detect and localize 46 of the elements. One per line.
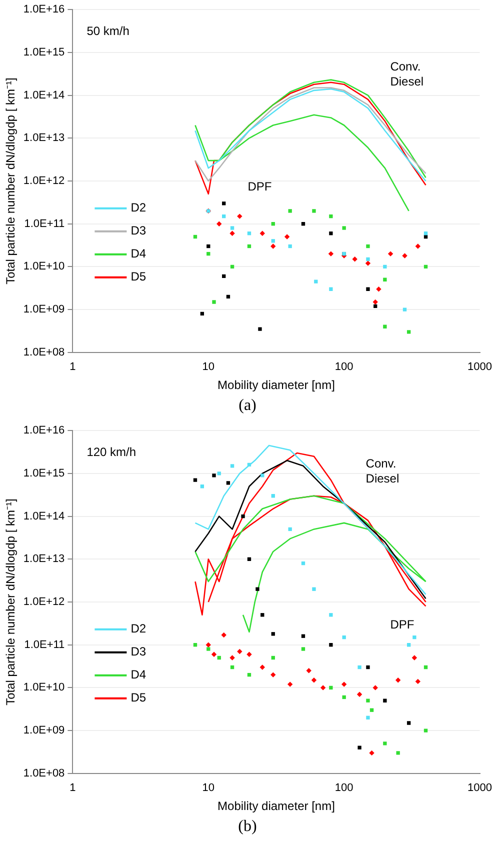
y-tick-label: 1.0E+16 <box>23 4 65 16</box>
y-tick-label: 1.0E+13 <box>23 553 65 566</box>
text: (a) <box>238 396 258 416</box>
x-axis-title: Mobility diameter [nm] <box>218 799 335 814</box>
annotation: DPF <box>248 179 272 194</box>
y-tick-label: 1.0E+13 <box>23 132 65 144</box>
x-axis-title: Mobility diameter [nm] <box>218 378 335 392</box>
y-tick-label: 1.0E+08 <box>23 767 65 780</box>
y-tick-label: 1.0E+14 <box>23 510 65 522</box>
text: (b) <box>237 817 258 837</box>
legend-label: D5 <box>130 690 146 705</box>
annotation: Conv. Diesel <box>366 456 400 486</box>
legend-label: D3 <box>130 644 146 659</box>
legend-label: D5 <box>130 270 146 284</box>
annotation: Conv. Diesel <box>390 59 424 88</box>
y-tick-label: 1.0E+15 <box>23 46 65 58</box>
y-axis-title: Total particle number dN/dlogdp [ km⁻¹] <box>4 498 18 706</box>
y-tick-label: 1.0E+11 <box>24 218 65 230</box>
x-tick-label: 1000 <box>468 782 492 794</box>
x-tick-label: 100 <box>334 782 354 794</box>
legend-label: D4 <box>130 246 146 261</box>
y-tick-label: 1.0E+16 <box>23 424 65 437</box>
y-tick-label: 1.0E+12 <box>23 175 65 188</box>
y-tick-label: 1.0E+09 <box>23 724 65 737</box>
y-tick-label: 1.0E+12 <box>23 596 65 608</box>
y-tick-label: 1.0E+08 <box>23 346 65 358</box>
y-tick-label: 1.0E+10 <box>23 682 65 694</box>
y-tick-label: 1.0E+11 <box>24 638 65 651</box>
legend-label: D2 <box>130 200 146 215</box>
x-tick-label: 10 <box>202 782 215 794</box>
x-tick-label: 10 <box>202 361 215 374</box>
annotation: DPF <box>390 617 414 632</box>
y-tick-label: 1.0E+09 <box>23 304 65 316</box>
legend-label: D4 <box>130 668 146 682</box>
annotation: 50 km/h <box>86 24 130 38</box>
x-tick-label: 100 <box>334 361 354 374</box>
y-tick-label: 1.0E+15 <box>23 467 65 480</box>
legend-label: D2 <box>130 622 146 636</box>
y-axis-title: Total particle number dN/dlogdp [ km⁻¹] <box>4 78 18 284</box>
x-tick-label: 1 <box>70 782 76 794</box>
x-tick-label: 1 <box>70 361 76 374</box>
y-tick-label: 1.0E+14 <box>23 89 65 102</box>
legend-label: D3 <box>130 224 146 238</box>
annotation: 120 km/h <box>86 444 136 459</box>
y-tick-label: 1.0E+10 <box>23 260 65 273</box>
x-tick-label: 1000 <box>468 361 492 374</box>
